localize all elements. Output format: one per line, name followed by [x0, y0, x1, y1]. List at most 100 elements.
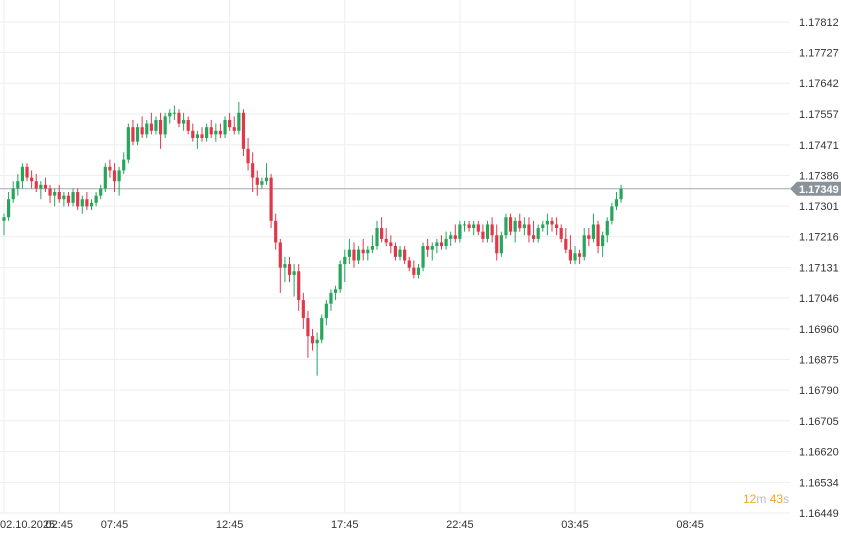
candle-down [108, 159, 112, 178]
candle-up [181, 112, 186, 131]
candle-body [103, 166, 107, 189]
candle-down [587, 228, 591, 247]
candle-down [352, 242, 356, 268]
candle-down [57, 184, 61, 203]
candle-body [191, 130, 195, 138]
candle-body [85, 199, 89, 207]
candle-up [329, 289, 333, 311]
candle-down [209, 119, 213, 138]
candle-down [310, 328, 315, 351]
candle-up [333, 285, 338, 301]
candle-up [573, 246, 577, 265]
candle-body [76, 192, 80, 207]
candle-body [499, 235, 503, 254]
candle-body [89, 202, 94, 207]
candle-body [490, 224, 494, 236]
candle-body [573, 253, 577, 261]
x-tick-label: 22:45 [446, 519, 474, 531]
candle-body [209, 127, 213, 135]
candle-up [462, 220, 467, 232]
candle-up [370, 235, 374, 254]
candle-body [301, 300, 305, 319]
candle-body [329, 292, 333, 304]
candle-up [71, 188, 75, 207]
candle-up [283, 256, 287, 283]
candle-down [191, 123, 195, 142]
candle-body [370, 246, 374, 250]
candle-body [458, 224, 462, 239]
candle-body [11, 188, 15, 200]
candle-up [356, 246, 361, 265]
candle-body [522, 224, 526, 229]
candle-body [564, 238, 568, 250]
candle-body [393, 246, 398, 257]
candle-body [154, 119, 158, 131]
candle-body [582, 235, 586, 257]
candles [2, 101, 623, 376]
candle-down [481, 224, 485, 243]
candle-body [260, 181, 264, 185]
candle-body [430, 246, 434, 250]
candle-down [403, 246, 407, 265]
candle-up [260, 177, 264, 189]
candle-down [232, 116, 236, 135]
candle-up [94, 192, 98, 207]
candle-down [48, 184, 52, 203]
candle-body [131, 127, 135, 142]
candle-down [278, 238, 282, 293]
candle-down [578, 249, 582, 265]
candle-body [596, 224, 600, 247]
candle-up [163, 112, 167, 138]
candle-body [398, 249, 402, 257]
y-tick-label: 1.17727 [799, 48, 839, 60]
candle-body [306, 318, 310, 337]
candle-up [366, 246, 370, 261]
candle-body [361, 249, 365, 254]
y-tick-label: 1.16705 [799, 416, 839, 428]
y-tick-label: 1.16534 [799, 477, 839, 489]
candle-body [541, 224, 545, 229]
candle-body [403, 249, 407, 261]
candle-body [195, 134, 200, 138]
y-tick-label: 1.17812 [799, 17, 839, 29]
y-tick-label: 1.16449 [799, 508, 839, 520]
candle-body [99, 188, 103, 196]
candle-body [619, 188, 623, 200]
candle-up [536, 224, 540, 243]
candle-body [34, 181, 38, 189]
candle-up [324, 300, 328, 326]
candle-up [320, 314, 324, 344]
candle-body [407, 260, 411, 268]
candle-body [25, 166, 29, 178]
candle-body [62, 195, 66, 200]
candle-up [614, 192, 619, 211]
x-tick-label: 07:45 [101, 519, 129, 531]
candle-body [601, 235, 605, 247]
candle-down [550, 217, 554, 232]
countdown-minutes-unit: m [756, 492, 767, 506]
candle-body [108, 166, 112, 171]
candle-down [531, 220, 536, 243]
candle-body [527, 224, 531, 236]
candle-body [278, 242, 282, 268]
candle-body [338, 264, 342, 290]
candle-body [43, 184, 48, 189]
candle-body [66, 195, 71, 203]
candle-down [439, 235, 444, 250]
candle-down [301, 292, 305, 329]
candle-body [186, 119, 190, 131]
candle-down [149, 112, 153, 135]
candle-up [223, 116, 227, 138]
candle-up [347, 238, 351, 265]
candle-up [2, 213, 6, 236]
candle-body [472, 224, 476, 229]
candle-down [297, 264, 301, 311]
candle-up [591, 213, 596, 243]
candle-up [237, 101, 241, 135]
candle-body [380, 228, 384, 239]
candle-body [412, 267, 416, 275]
candle-up [541, 220, 545, 232]
candle-body [228, 119, 232, 128]
